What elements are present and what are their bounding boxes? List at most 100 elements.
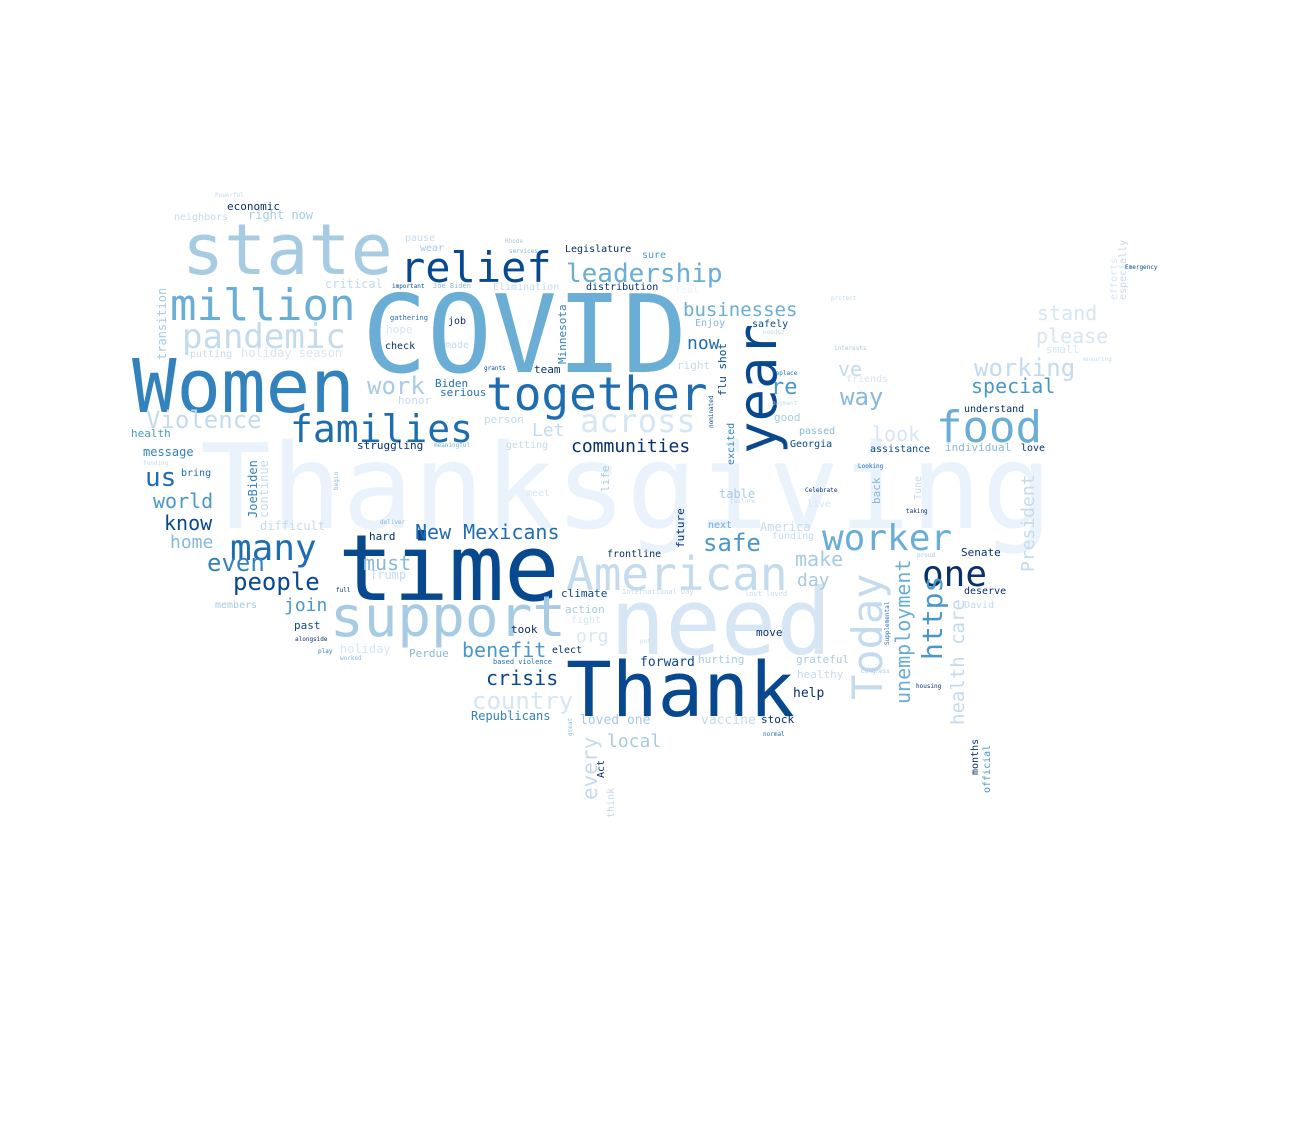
word-let: Let [532, 420, 565, 441]
word-bring: bring [181, 468, 211, 479]
word-important: important [392, 283, 425, 290]
word-relief: relief [400, 243, 552, 292]
word-benefit: benefit [462, 638, 546, 662]
word-vaccine: vaccine [701, 713, 756, 728]
word-distribution: distribution [586, 282, 658, 293]
word-alongside: alongside [295, 636, 328, 643]
word-worked: worked [340, 655, 362, 662]
word-back: back [870, 477, 883, 504]
word-hope: hope [386, 323, 413, 336]
word-efforts: efforts [1109, 258, 1120, 300]
word-individual: individual [945, 441, 1011, 454]
word-past: past [294, 619, 321, 632]
word-health: health [131, 427, 171, 440]
word-minnesota: Minnesota [556, 304, 569, 364]
word-families: families [290, 407, 473, 451]
word-please: please [1036, 324, 1108, 348]
word-help: help [793, 686, 824, 701]
word-fight: fight [571, 615, 601, 626]
word-payment: payment [772, 400, 798, 407]
word-difficult: difficult [260, 519, 325, 533]
word-sure: sure [642, 250, 666, 261]
word-hurting: hurting [698, 653, 744, 666]
word-ve: ve [838, 357, 862, 381]
word-official: official [982, 745, 993, 793]
word-work: work [367, 372, 425, 400]
word-needed: needed [763, 329, 785, 336]
word-members: members [215, 600, 257, 611]
word-local: local [607, 731, 661, 752]
word-across: across [580, 402, 696, 440]
word-healthy: healthy [797, 668, 844, 681]
word-businesses: businesses [683, 299, 797, 321]
word-lost-loved: lost loved [745, 590, 787, 598]
word-now: now [687, 333, 720, 354]
word-new-mexicans: New Mexicans [415, 520, 560, 544]
word-critical: critical [325, 277, 383, 291]
word-elimination: Elimination [493, 282, 559, 293]
word-health-care: health care [947, 599, 969, 725]
word-services: services [509, 248, 538, 255]
word-move: move [756, 626, 783, 639]
word-every: every [578, 737, 602, 800]
word-begin: begin [333, 472, 340, 490]
word-grateful: grateful [796, 653, 849, 666]
word-holiday-season: holiday season [241, 346, 342, 360]
word-nominated: nominated [708, 395, 715, 428]
word-serious: serious [440, 386, 486, 399]
word-team: team [534, 363, 561, 376]
word-right-now: right now [248, 208, 314, 222]
word-struggling: struggling [357, 439, 423, 452]
word-us: us [145, 463, 176, 493]
word-great: great [567, 718, 574, 736]
word-excited: excited [726, 423, 737, 465]
word-make: make [795, 547, 843, 571]
word-hard: hard [369, 530, 396, 543]
word-small: small [1046, 343, 1079, 356]
word-friends: friends [846, 374, 888, 385]
word-re: re [771, 375, 798, 400]
word-rhode: Rhode [505, 238, 523, 245]
word-right: right [677, 359, 710, 372]
word-interests: interests [834, 345, 867, 352]
word-understand: understand [964, 404, 1024, 415]
word-real: real [675, 285, 699, 296]
word-state: state [182, 209, 393, 291]
word-future: future [674, 508, 687, 548]
word-think: think [606, 788, 617, 818]
word-together: together [486, 367, 708, 421]
word-thanksgiving: Thanksgiving [200, 418, 1053, 556]
word-home: home [170, 532, 213, 553]
word-loved-one: loved one [580, 713, 651, 728]
word-neighbors: neighbors [174, 212, 228, 223]
word-live: live [807, 499, 831, 510]
word-especially: especially [1118, 240, 1129, 300]
word-putting: putting [190, 349, 232, 360]
word-meet: meet [526, 488, 550, 499]
word-unemployment: unemployment [891, 560, 915, 705]
word-looking: Looking [858, 463, 884, 470]
word-perdue: Perdue [409, 647, 449, 660]
word-violence: Violence [146, 406, 262, 434]
word-biden: Biden [435, 377, 468, 390]
word-way: way [840, 383, 883, 411]
word-thank: Thank [566, 645, 795, 734]
word-protect: protect [831, 295, 857, 302]
word-grants: grants [484, 365, 506, 372]
word-day: day [797, 570, 830, 591]
word-legislature: Legislature [565, 244, 631, 255]
word-people: people [233, 568, 320, 596]
word-pandemic: pandemic [182, 317, 346, 357]
word-person: person [484, 413, 524, 426]
word-gathering: gathering [390, 314, 428, 322]
word-republicans: Republicans [471, 709, 550, 723]
word-enjoy: Enjoy [695, 318, 725, 329]
word-powerful: Powerful [215, 192, 244, 199]
word-year: year [726, 324, 789, 454]
word-wear: wear [420, 243, 444, 254]
word-look: look [872, 422, 920, 446]
word-food: food [936, 402, 1042, 453]
word-joe-biden: Joe Biden [433, 282, 471, 290]
word-org: org [576, 626, 609, 647]
